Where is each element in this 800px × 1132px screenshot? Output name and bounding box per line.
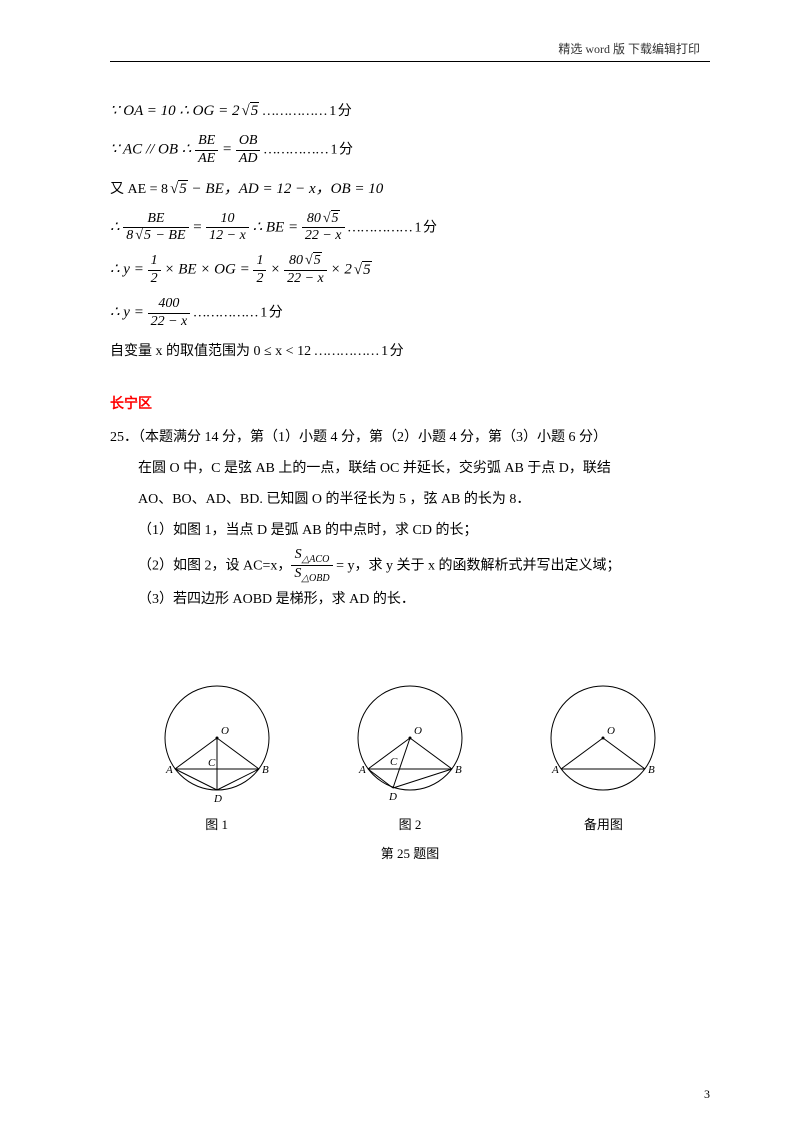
svg-text:A: A (551, 764, 559, 776)
expr: ∴ BE = (249, 219, 302, 235)
svg-text:A: A (165, 764, 173, 776)
expr: ∴ y = (110, 305, 148, 321)
math-line-2: ∵ AC // OB ∴ BEAE = OBAD …………… 1 分 (110, 133, 710, 168)
figure-caption: 图 1 (120, 814, 313, 833)
problem-line: （1）如图 1，当点 D 是弧 AB 的中点时，求 CD 的长； (138, 516, 710, 547)
score-dots: …………… 1 分 (311, 344, 403, 359)
figure-caption: 备用图 (507, 814, 700, 833)
figure-3: O A B 备用图 (507, 676, 700, 833)
problem-number-line: 25．（本题满分 14 分，第（1）小题 4 分，第（2）小题 4 分，第（3）… (110, 423, 710, 454)
math-line-7: 自变量 x 的取值范围为 0 ≤ x < 12 …………… 1 分 (110, 338, 710, 365)
math-block: ∵ OA = 10 ∴ OG = 25 …………… 1 分 ∵ AC // OB… (110, 98, 710, 365)
problem-line: 在圆 O 中，C 是弦 AB 上的一点，联结 OC 并延长，交劣弧 AB 于点 … (138, 454, 710, 485)
sqrt-icon: 5 (352, 257, 372, 284)
fraction: 80522 − x (302, 211, 345, 246)
expr: ∴ y = (110, 262, 148, 278)
header-text: 精选 word 版 下载编辑打印 (110, 40, 710, 57)
svg-text:B: B (262, 764, 269, 776)
math-line-4: ∴ BE85 − BE = 1012 − x ∴ BE = 80522 − x … (110, 211, 710, 246)
svg-text:B: B (648, 764, 655, 776)
eq: = (218, 142, 236, 158)
sqrt-icon: 5 (168, 176, 188, 203)
fraction: BEAE (195, 133, 218, 168)
math-line-5: ∴ y = 12 × BE × OG = 12 × 80522 − x × 25 (110, 253, 710, 288)
fraction: 80522 − x (284, 253, 327, 288)
sqrt-icon: 5 (321, 211, 340, 228)
problem-block: 25．（本题满分 14 分，第（1）小题 4 分，第（2）小题 4 分，第（3）… (110, 423, 710, 616)
svg-text:A: A (358, 764, 366, 776)
expr: − BE，AD = 12 − x，OB = 10 (188, 181, 383, 197)
expr: ∴ (110, 219, 123, 235)
problem-line: （3）若四边形 AOBD 是梯形，求 AD 的长． (138, 585, 710, 616)
figure-1: O A B C D 图 1 (120, 676, 313, 833)
expr: × 2 (327, 262, 352, 278)
page-container: 精选 word 版 下载编辑打印 ∵ OA = 10 ∴ OG = 25 ………… (0, 0, 800, 902)
svg-text:D: D (388, 791, 397, 803)
svg-text:D: D (213, 793, 222, 805)
svg-text:B: B (455, 764, 462, 776)
sqrt-icon: 5 (303, 253, 322, 270)
fraction: 1012 − x (206, 211, 249, 246)
svg-text:O: O (607, 725, 615, 737)
score-dots: …………… 1 分 (259, 104, 351, 119)
expr: 自变量 x 的取值范围为 0 ≤ x < 12 (110, 344, 311, 359)
expr: ∵ AC // OB ∴ (110, 142, 195, 158)
fraction: S△ACOS△OBD (291, 547, 332, 586)
math-line-1: ∵ OA = 10 ∴ OG = 25 …………… 1 分 (110, 98, 710, 125)
circle-diagram-2: O A B C D (335, 676, 485, 806)
fraction: OBAD (236, 133, 261, 168)
sqrt-icon: 5 (133, 228, 152, 245)
figure-caption: 图 2 (313, 814, 506, 833)
expr: ∵ OA = 10 ∴ OG = 2 (110, 103, 239, 119)
problem-line: （2）如图 2，设 AC=x，S△ACOS△OBD = y，求 y 关于 x 的… (138, 547, 710, 586)
figures-row: O A B C D 图 1 O A B C D (110, 676, 710, 833)
expr: × (266, 262, 284, 278)
fraction: 40022 − x (148, 296, 191, 331)
svg-text:O: O (414, 725, 422, 737)
score-dots: …………… 1 分 (260, 143, 352, 158)
fraction: 12 (253, 253, 266, 288)
score-dots: …………… 1 分 (345, 220, 437, 235)
math-line-6: ∴ y = 40022 − x …………… 1 分 (110, 296, 710, 331)
section-title: 长宁区 (110, 393, 710, 413)
math-line-3: 又 AE = 85 − BE，AD = 12 − x，OB = 10 (110, 176, 710, 203)
fraction: BE85 − BE (123, 211, 188, 246)
circle-diagram-3: O A B (528, 676, 678, 806)
eq: = (189, 219, 207, 235)
svg-text:C: C (390, 756, 398, 768)
fraction: 12 (148, 253, 161, 288)
svg-text:O: O (221, 725, 229, 737)
expr: × BE × OG = (161, 262, 254, 278)
figures-overall-caption: 第 25 题图 (110, 843, 710, 862)
score-dots: …………… 1 分 (190, 306, 282, 321)
page-number: 3 (704, 1087, 710, 1102)
figure-2: O A B C D 图 2 (313, 676, 506, 833)
header-rule (110, 61, 710, 62)
problem-line: AO、BO、AD、BD. 已知圆 O 的半径长为 5 ，弦 AB 的长为 8． (138, 485, 710, 516)
circle-diagram-1: O A B C D (142, 676, 292, 806)
svg-text:C: C (208, 757, 216, 769)
expr: 又 AE = 8 (110, 182, 168, 197)
sqrt-icon: 5 (239, 98, 259, 125)
